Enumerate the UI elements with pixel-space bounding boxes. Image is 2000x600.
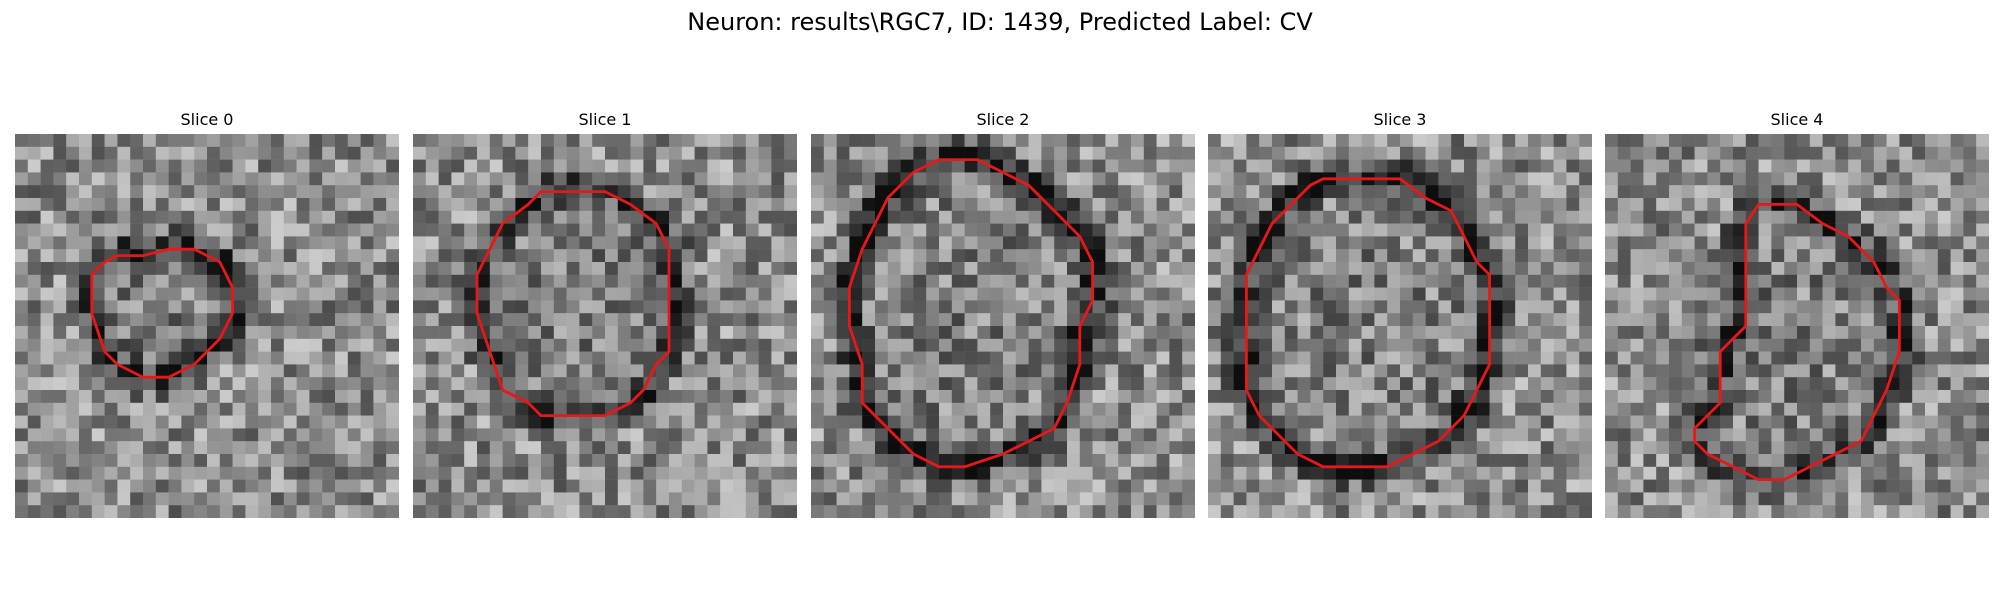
figure-title: Neuron: results\RGC7, ID: 1439, Predicte… [687,8,1313,36]
slice-image-1 [413,134,797,518]
slice-image-4 [1605,134,1989,518]
slice-heatmap-4 [1605,134,1989,518]
slice-panel-3: Slice 3 [1208,108,1592,518]
slice-title-4: Slice 4 [1770,110,1824,129]
slice-panel-2: Slice 2 [811,108,1195,518]
roi-contour [90,247,235,379]
roi-contour [1693,202,1901,482]
roi-contour [847,158,1095,469]
slice-title-2: Slice 2 [976,110,1030,129]
slice-panel-1: Slice 1 [413,108,797,518]
slice-image-2 [811,134,1195,518]
slice-heatmap-3 [1208,134,1592,518]
slice-title-1: Slice 1 [578,110,632,129]
slice-panel-0: Slice 0 [15,108,399,518]
slice-image-0 [15,134,399,518]
roi-contour [1244,177,1492,469]
slice-panel-4: Slice 4 [1605,108,1989,518]
roi-contour [475,190,671,418]
slice-title-0: Slice 0 [180,110,234,129]
slice-heatmap-1 [413,134,797,518]
slice-heatmap-2 [811,134,1195,518]
slice-title-3: Slice 3 [1373,110,1427,129]
slice-image-3 [1208,134,1592,518]
slice-heatmap-0 [15,134,399,518]
